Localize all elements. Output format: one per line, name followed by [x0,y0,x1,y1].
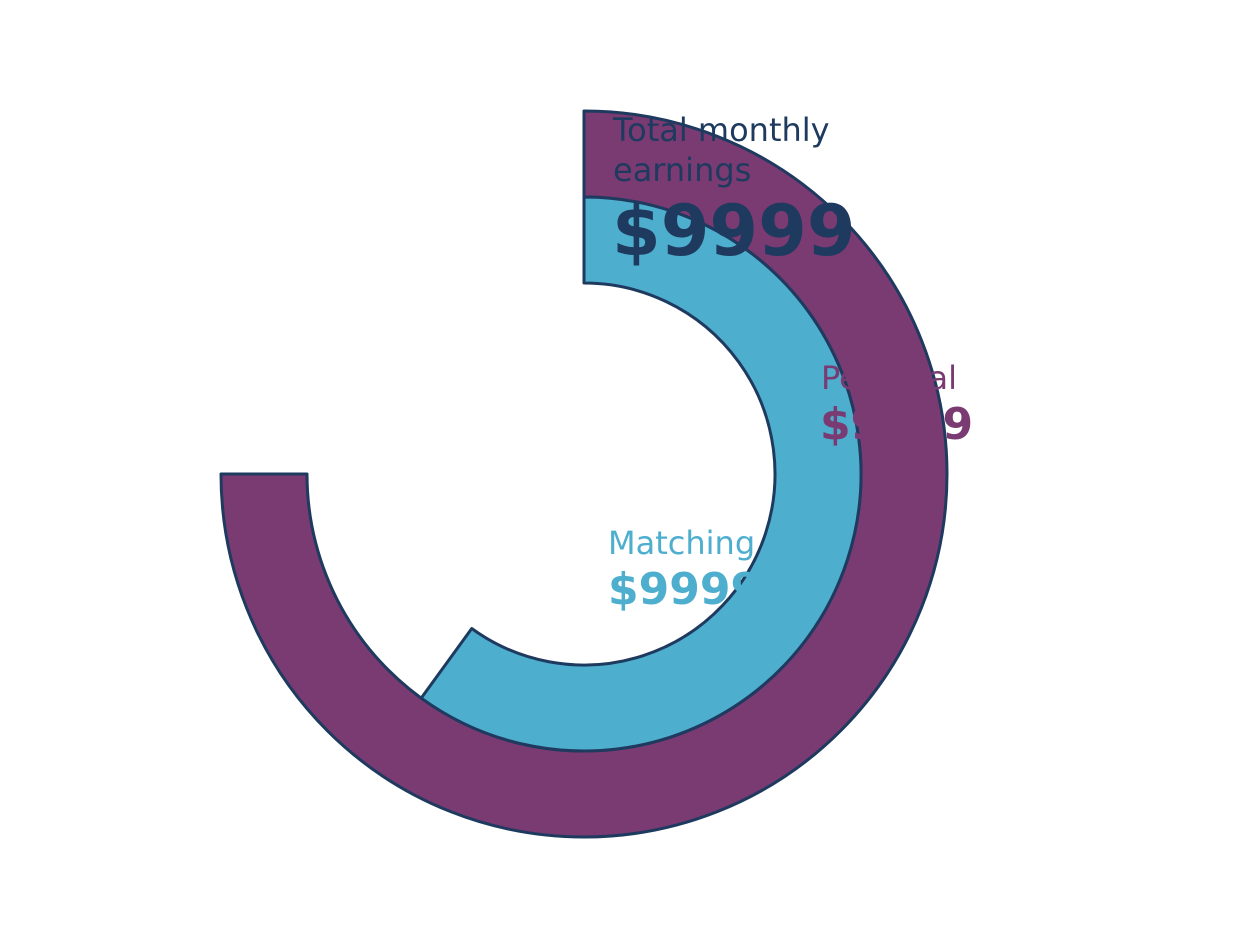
personal-value: $9999 [820,399,974,450]
personal-label: Personal [821,359,958,397]
chart-title: Total monthly earnings [613,111,830,189]
matching-value: $9999 [608,564,762,615]
matching-label: Matching [608,524,756,562]
total-value: $9999 [612,190,856,272]
ring-matching [419,195,863,753]
